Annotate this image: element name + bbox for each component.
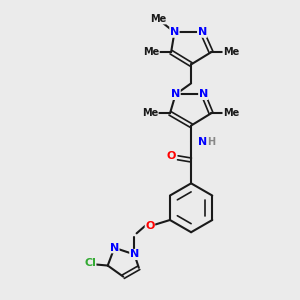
Text: Me: Me [150, 14, 166, 24]
Text: Me: Me [223, 47, 239, 57]
Text: N: N [170, 27, 179, 37]
Text: Cl: Cl [84, 258, 96, 268]
Text: O: O [145, 220, 154, 231]
Text: N: N [171, 89, 180, 99]
Text: N: N [130, 249, 139, 260]
Text: H: H [207, 137, 215, 147]
Text: N: N [198, 137, 207, 147]
Text: Me: Me [142, 108, 158, 118]
Text: Me: Me [223, 108, 239, 118]
Text: O: O [167, 151, 176, 160]
Text: N: N [110, 243, 119, 253]
Text: Me: Me [143, 47, 159, 57]
Text: N: N [199, 89, 208, 99]
Text: N: N [198, 27, 207, 37]
